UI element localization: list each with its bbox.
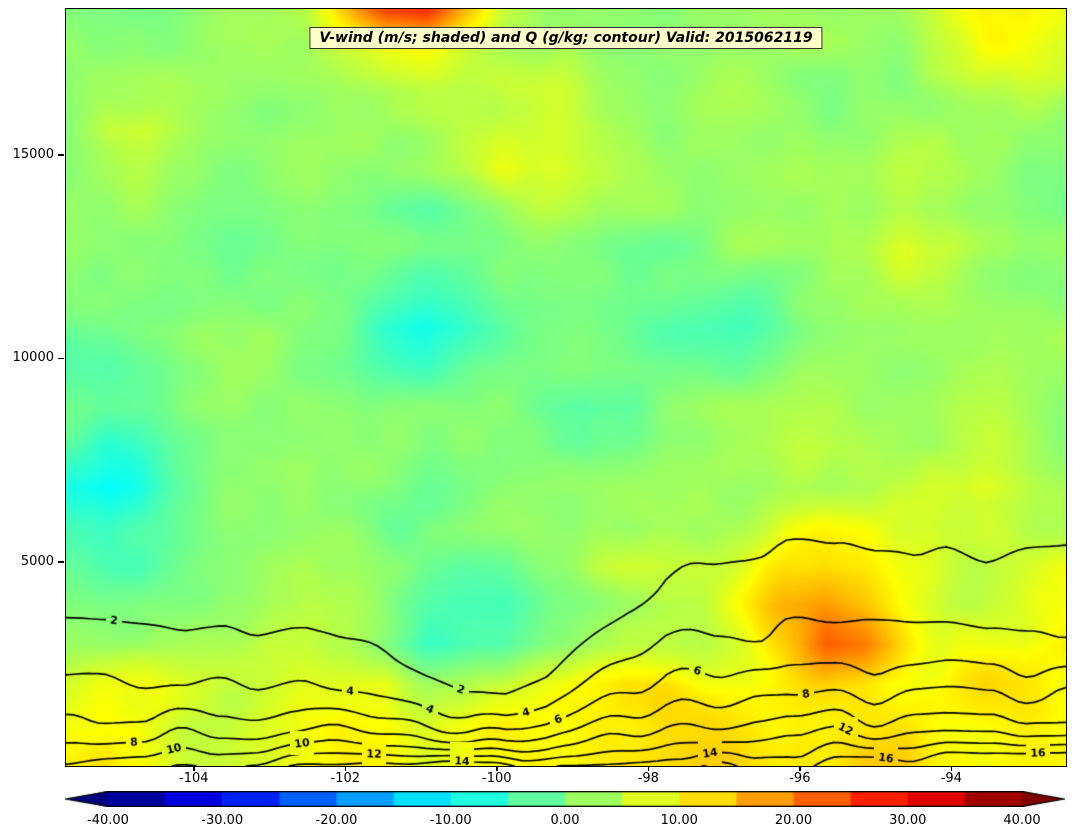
y-tick-mark [58, 357, 64, 359]
y-tick-label: 10000 [12, 350, 54, 365]
x-tick-mark [344, 766, 347, 771]
colorbar-tick-label: -40.00 [87, 813, 129, 828]
x-tick-mark [950, 766, 953, 771]
colorbar-tick-label: 0.00 [550, 813, 580, 828]
colorbar-tick-label: 20.00 [774, 813, 813, 828]
x-tick-label: -96 [789, 771, 811, 786]
colorbar-tick-label: -20.00 [315, 813, 358, 828]
colorbar-tick-label: 30.00 [889, 813, 927, 828]
field-canvas [66, 9, 1066, 766]
x-tick-label: -102 [330, 771, 361, 786]
x-tick-label: -100 [482, 771, 512, 786]
colorbar-tick-label: -10.00 [429, 813, 472, 828]
y-tick-mark [58, 154, 64, 156]
x-tick-mark [193, 766, 195, 771]
x-tick-mark [496, 766, 498, 771]
colorbar-tick-label: -30.00 [201, 813, 244, 828]
colorbar-tick-label: 10.00 [660, 813, 698, 828]
x-tick-label: -94 [940, 771, 962, 786]
x-tick-mark [799, 766, 801, 771]
colorbar [65, 791, 1065, 807]
colorbar-tick-label: 40.00 [1003, 813, 1041, 828]
x-tick-mark [647, 766, 650, 771]
plot-title: V-wind (m/s; shaded) and Q (g/kg; contou… [309, 27, 823, 49]
x-tick-label: -104 [179, 771, 209, 786]
plot-area: V-wind (m/s; shaded) and Q (g/kg; contou… [65, 8, 1067, 767]
y-tick-label: 5000 [20, 553, 54, 569]
x-tick-label: -98 [637, 771, 659, 786]
y-tick-label: 15000 [12, 146, 54, 162]
y-tick-mark [58, 561, 64, 563]
